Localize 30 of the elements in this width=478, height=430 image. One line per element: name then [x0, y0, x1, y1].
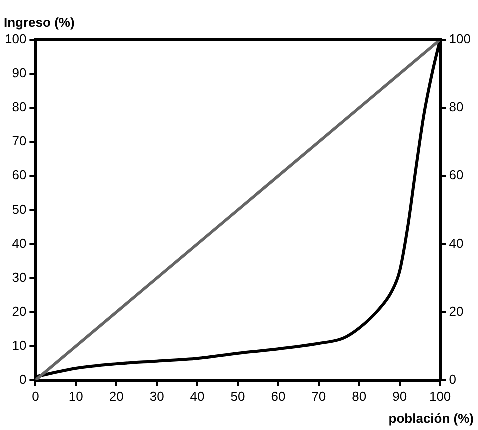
- x-tick-label: 10: [68, 388, 84, 404]
- y-tick-label: 30: [12, 270, 27, 285]
- y-tick-label: 60: [12, 168, 27, 183]
- x-tick-label: 70: [312, 388, 326, 404]
- y-tick-label: 20: [12, 304, 27, 319]
- y-axis-title: Ingreso (%): [4, 15, 75, 30]
- y2-tick-label: 80: [449, 100, 464, 115]
- x-tick-label: 60: [271, 388, 286, 404]
- x-tick-label: 80: [352, 388, 367, 404]
- x-tick-label: 20: [109, 388, 124, 404]
- x-axis-title: población (%): [388, 411, 474, 426]
- x-tick-label: 40: [190, 388, 205, 404]
- y2-tick-label: 60: [449, 168, 464, 183]
- y-tick-label: 100: [4, 32, 27, 47]
- y-tick-label: 50: [12, 202, 27, 217]
- y-tick-label: 80: [12, 100, 27, 115]
- y2-tick-label: 20: [449, 304, 464, 319]
- y-tick-label: 0: [19, 372, 27, 387]
- y-tick-label: 40: [12, 236, 27, 251]
- x-tick-label: 100: [429, 388, 452, 404]
- y-tick-label: 90: [12, 66, 27, 81]
- y2-tick-label: 40: [449, 236, 464, 251]
- y-tick-label: 10: [12, 338, 27, 353]
- x-tick-label: 90: [392, 388, 408, 404]
- x-tick-label: 0: [32, 388, 40, 404]
- x-tick-label: 30: [150, 388, 164, 404]
- y2-tick-label: 100: [449, 32, 472, 47]
- x-tick-label: 50: [230, 388, 246, 404]
- y-tick-label: 70: [12, 134, 27, 149]
- y2-tick-label: 0: [449, 372, 457, 387]
